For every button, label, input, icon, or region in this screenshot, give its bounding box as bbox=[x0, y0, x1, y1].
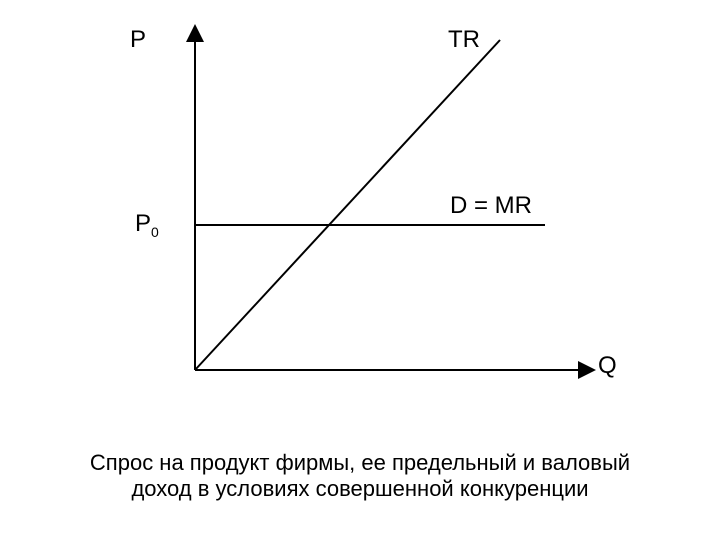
tr-label: TR bbox=[448, 26, 480, 54]
diagram-stage: P Q TR D = MR P0 Спрос на продукт фирмы,… bbox=[0, 0, 720, 540]
caption: Спрос на продукт фирмы, ее предельный и … bbox=[40, 450, 680, 502]
p0-main: P bbox=[135, 210, 151, 237]
dmr-label: D = MR bbox=[450, 192, 532, 220]
p0-sub: 0 bbox=[151, 224, 159, 240]
caption-line1: Спрос на продукт фирмы, ее предельный и … bbox=[90, 450, 630, 475]
p0-label: P0 bbox=[135, 210, 159, 240]
y-axis-label: P bbox=[130, 26, 146, 54]
caption-line2: доход в условиях совершенной конкуренции bbox=[131, 476, 588, 501]
x-axis-label: Q bbox=[598, 352, 617, 380]
